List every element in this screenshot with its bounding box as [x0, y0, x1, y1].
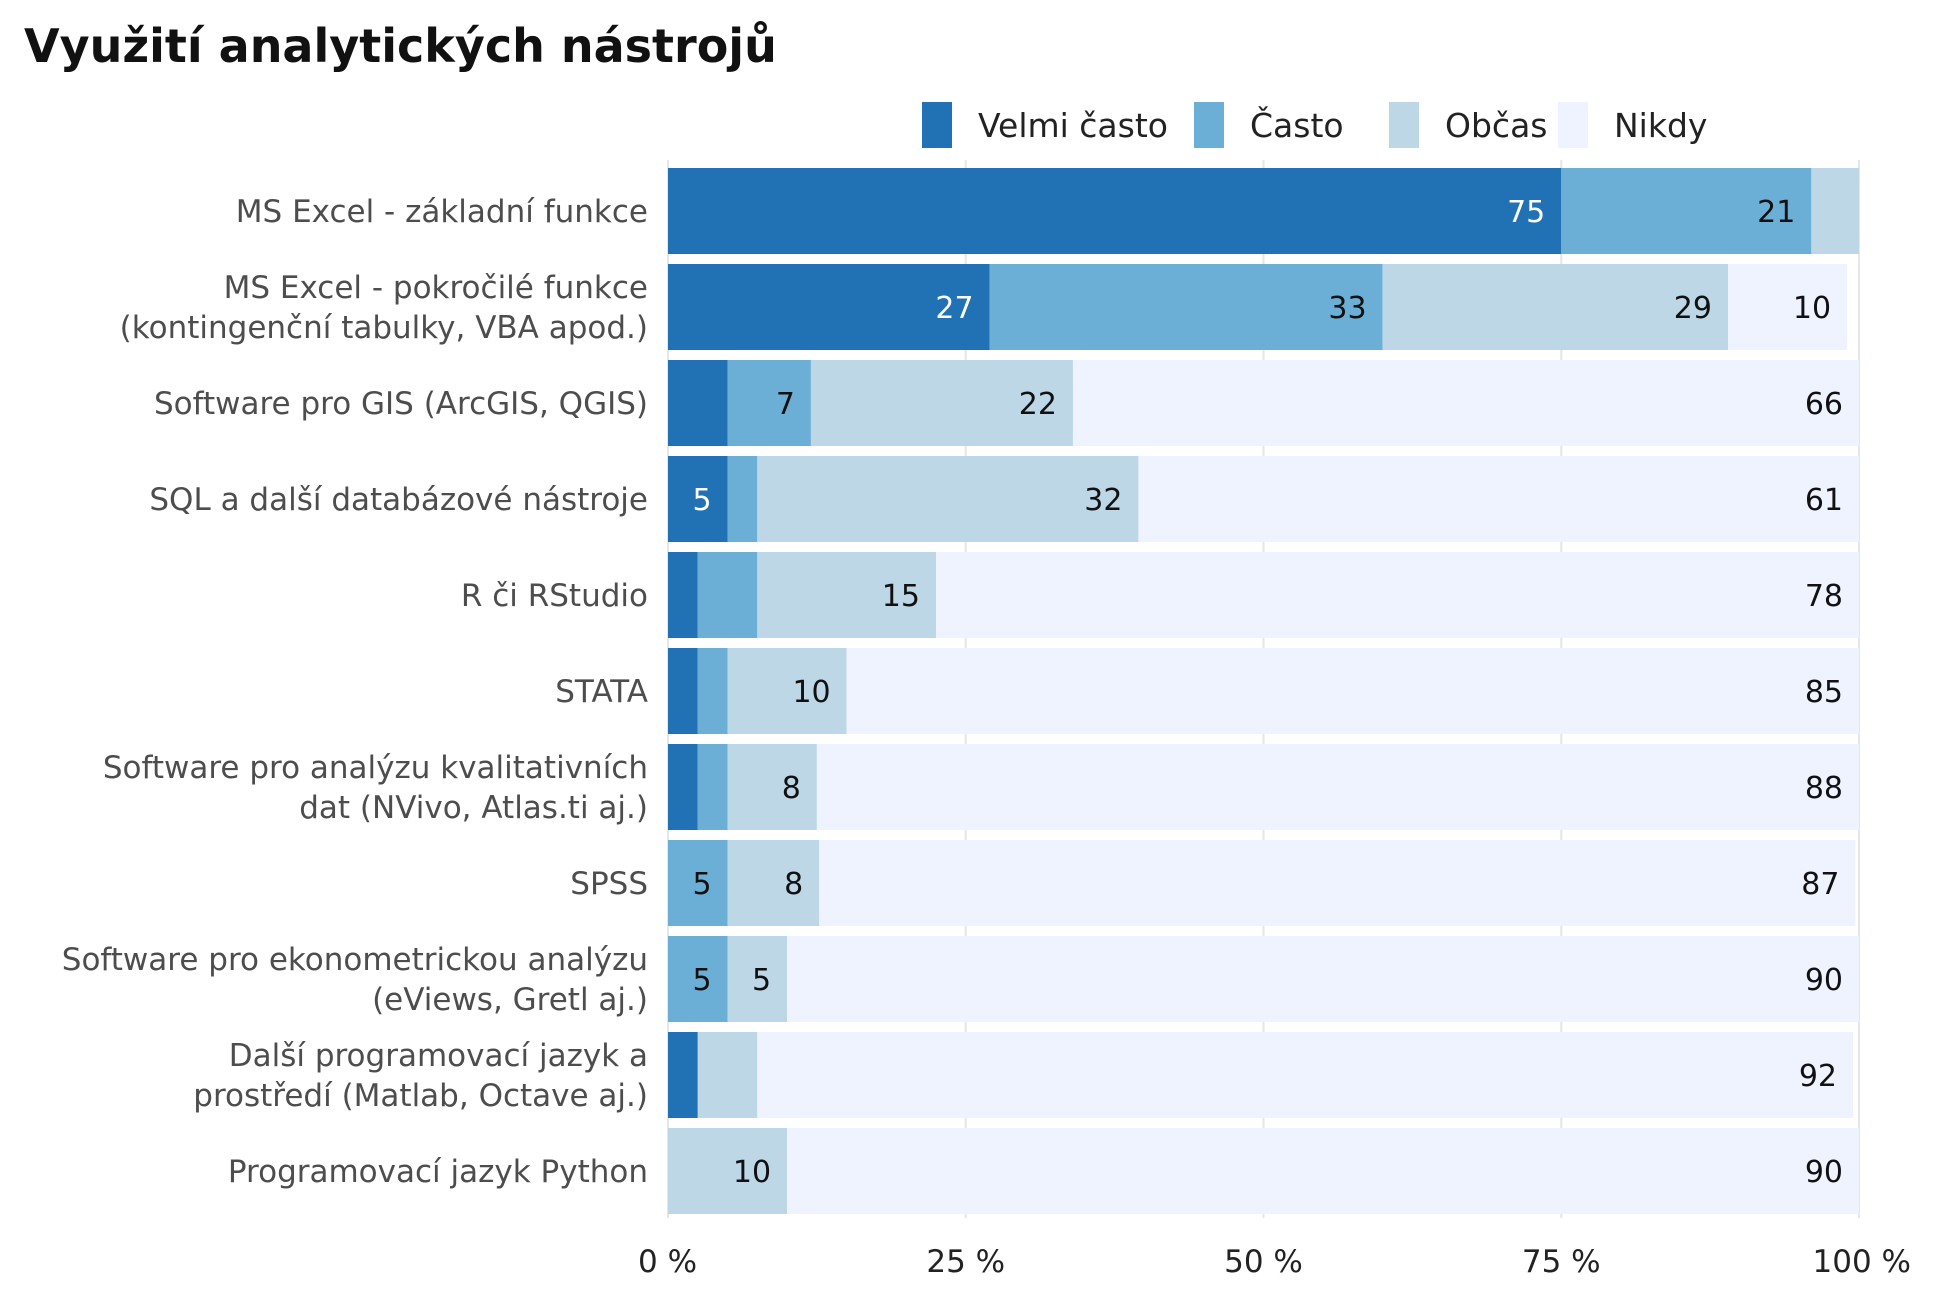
bar-segment [727, 936, 788, 1022]
category-label: Software pro analýzu kvalitativních dat (… [103, 750, 648, 826]
bar-segment [668, 264, 990, 350]
bar-segment [668, 456, 728, 542]
bar-segment [668, 168, 1562, 254]
bar-segment [1561, 168, 1812, 254]
value-label: 5 [692, 867, 711, 902]
category-labels: MS Excel - základní funkce MS Excel - pok… [62, 194, 648, 1190]
bar-segment [668, 1032, 698, 1118]
bars [668, 168, 1859, 1214]
value-label: 8 [782, 771, 801, 806]
value-label: 5 [692, 963, 711, 998]
category-label: SQL a další databázové nástroje [149, 482, 648, 518]
legend-swatch [1389, 102, 1419, 148]
bar-segment [697, 744, 728, 830]
value-label: 5 [752, 963, 771, 998]
value-label: 66 [1805, 387, 1843, 422]
value-label: 27 [935, 291, 973, 326]
bar-segment [697, 552, 758, 638]
bar-segment [727, 648, 847, 734]
value-label: 90 [1805, 1155, 1843, 1190]
value-label: 22 [1019, 387, 1057, 422]
bar-segment [727, 840, 820, 926]
bar-segment [810, 360, 1073, 446]
value-label: 32 [1084, 483, 1122, 518]
bar-segment [935, 552, 1859, 638]
category-label: Programovací jazyk Python [228, 1154, 648, 1190]
x-tick-label: 0 % [638, 1244, 697, 1280]
bar-segment [757, 552, 936, 638]
bar-segment [727, 744, 817, 830]
bar-segment [668, 552, 698, 638]
bar-segment [816, 744, 1859, 830]
bar-segment [1138, 456, 1859, 542]
category-label: Další programovací jazyk a prostředí (Mat… [193, 1038, 648, 1114]
bar-segment [1727, 264, 1848, 350]
bar-segment [787, 1128, 1859, 1214]
bar-segment [819, 840, 1856, 926]
value-label: 21 [1757, 195, 1795, 230]
legend-swatch [1194, 102, 1224, 148]
category-label: STATA [555, 674, 648, 710]
x-tick-label: 25 % [926, 1244, 1005, 1280]
value-label: 87 [1801, 867, 1839, 902]
bar-segment [668, 840, 728, 926]
chart-title: Využití analytických nástrojů [24, 19, 777, 73]
value-label: 10 [1793, 291, 1831, 326]
category-label: SPSS [570, 866, 648, 902]
value-label: 61 [1805, 483, 1843, 518]
x-tick-label: 50 % [1224, 1244, 1303, 1280]
value-label: 29 [1674, 291, 1712, 326]
x-tick-label: 100 % [1813, 1244, 1911, 1280]
value-label: 7 [776, 387, 795, 422]
legend-swatch [922, 102, 952, 148]
legend: Velmi často Často Občas Nikdy [922, 102, 1707, 148]
value-label: 85 [1805, 675, 1843, 710]
bar-segment [668, 744, 698, 830]
legend-swatch [1558, 102, 1588, 148]
legend-label: Velmi často [978, 106, 1168, 145]
x-tick-label: 75 % [1522, 1244, 1601, 1280]
legend-label: Nikdy [1614, 106, 1707, 145]
category-label: Software pro ekonometrickou analýzu (eVie… [62, 942, 648, 1018]
category-label: MS Excel - pokročilé funkce (kontingenční… [120, 270, 648, 346]
bar-segment [668, 360, 728, 446]
x-axis-ticks: 0 % 25 % 50 % 75 % 100 % [638, 1244, 1911, 1280]
value-label: 15 [882, 579, 920, 614]
value-label: 33 [1328, 291, 1366, 326]
bar-segment [697, 1032, 758, 1118]
value-label: 78 [1805, 579, 1843, 614]
bar-segment [989, 264, 1383, 350]
value-label: 10 [792, 675, 830, 710]
category-label: Software pro GIS (ArcGIS, QGIS) [154, 386, 648, 422]
value-label: 5 [692, 483, 711, 518]
bar-segment [757, 1032, 1854, 1118]
value-label: 90 [1805, 963, 1843, 998]
legend-label: Občas [1445, 106, 1547, 145]
bar-segment [846, 648, 1859, 734]
bar-segment [787, 936, 1859, 1022]
category-label: R či RStudio [461, 578, 648, 614]
bar-segment [727, 360, 811, 446]
bar-segment [668, 648, 698, 734]
bar-segment [727, 456, 758, 542]
value-label: 8 [784, 867, 803, 902]
value-label: 92 [1799, 1059, 1837, 1094]
bar-segment [668, 936, 728, 1022]
value-label: 10 [733, 1155, 771, 1190]
value-label: 75 [1507, 195, 1545, 230]
bar-segment [1072, 360, 1859, 446]
bar-segment [757, 456, 1139, 542]
bar-segment [697, 648, 728, 734]
value-label: 88 [1805, 771, 1843, 806]
bar-segment [668, 1128, 788, 1214]
legend-label: Často [1250, 105, 1344, 145]
category-label: MS Excel - základní funkce [236, 194, 648, 230]
bar-segment [1811, 168, 1859, 254]
bar-segment [1382, 264, 1728, 350]
